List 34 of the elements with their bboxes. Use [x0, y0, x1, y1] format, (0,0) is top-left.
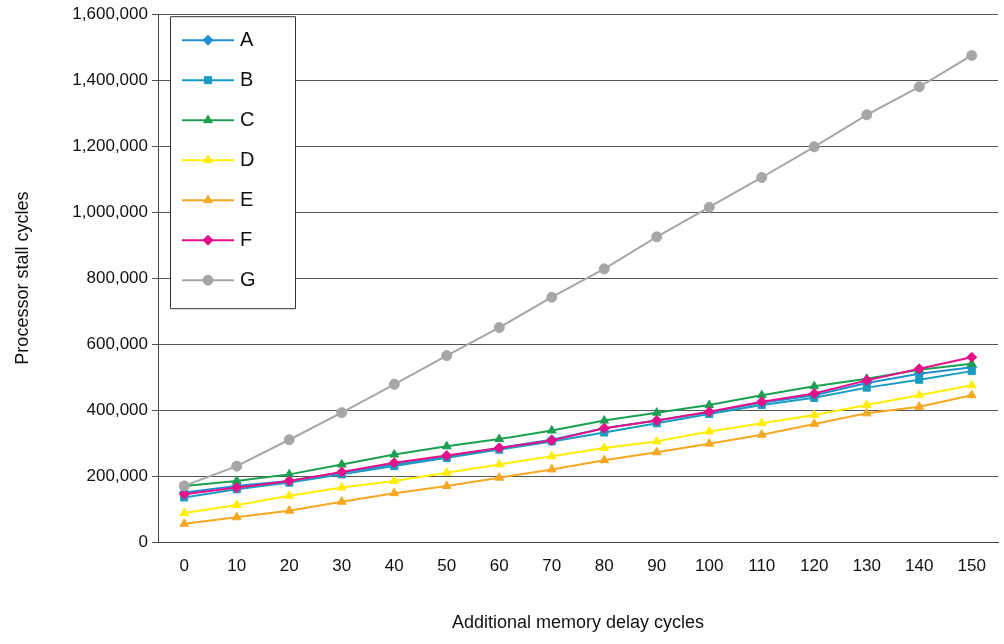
y-tick-label: 1,000,000 — [72, 201, 148, 221]
y-tick-label: 0 — [138, 531, 148, 551]
x-tick-label: 120 — [800, 555, 829, 575]
x-tick-label: 60 — [489, 555, 509, 575]
x-tick-label: 150 — [957, 555, 986, 575]
legend-label: E — [240, 187, 254, 210]
x-tick-label: 80 — [594, 555, 614, 575]
x-tick-label: 100 — [695, 555, 724, 575]
x-tick-label: 70 — [542, 555, 562, 575]
x-tick-label: 110 — [748, 555, 776, 575]
x-tick-label: 0 — [179, 555, 189, 575]
x-tick-label: 140 — [905, 555, 934, 575]
y-tick-label: 1,400,000 — [72, 69, 148, 89]
y-tick-label: 600,000 — [86, 333, 148, 353]
legend-label: F — [240, 227, 253, 250]
y-tick-label: 200,000 — [86, 465, 148, 485]
y-axis-title: Processor stall cycles — [11, 191, 32, 365]
x-tick-label: 50 — [437, 555, 457, 575]
legend-label: G — [240, 267, 256, 290]
y-tick-label: 800,000 — [86, 267, 148, 287]
x-tick-label: 30 — [332, 555, 352, 575]
y-tick-label: 1,200,000 — [72, 135, 148, 155]
x-tick-label: 40 — [384, 555, 404, 575]
y-tick-label: 400,000 — [86, 399, 148, 419]
x-tick-label: 20 — [279, 555, 299, 575]
x-tick-label: 10 — [227, 555, 247, 575]
x-axis-title: Additional memory delay cycles — [451, 612, 705, 633]
x-tick-label: 130 — [852, 555, 881, 575]
legend-label: A — [240, 27, 254, 50]
legend-label: B — [240, 67, 254, 90]
legend-label: D — [240, 147, 255, 170]
y-tick-label: 1,600,000 — [72, 3, 148, 23]
legend-label: C — [240, 107, 255, 130]
x-tick-label: 90 — [647, 555, 667, 575]
